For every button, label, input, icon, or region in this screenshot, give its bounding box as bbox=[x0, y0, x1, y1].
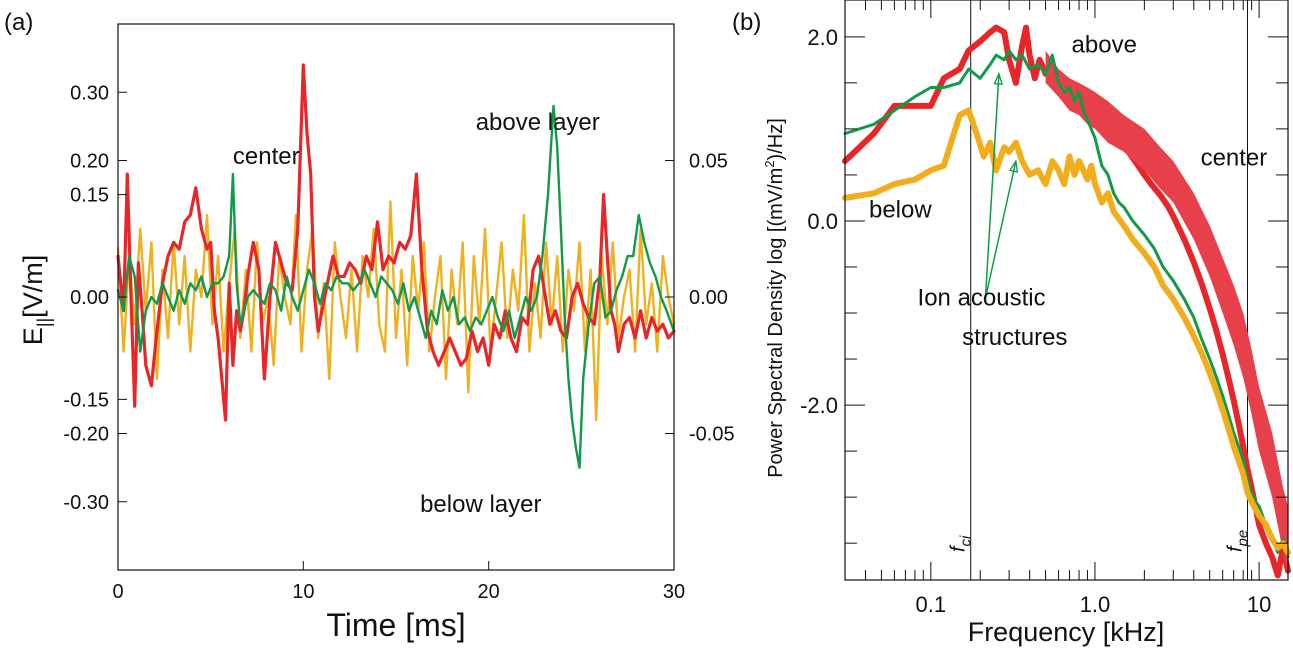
panel-b-x-ticks: 0.1 1.0 10 bbox=[844, 0, 1271, 617]
panel-a-right-y-ticks: 0.05 0.00 -0.05 bbox=[665, 151, 735, 446]
y-tick-label: 0.0 bbox=[807, 209, 838, 234]
y-tick-label: 0.30 bbox=[70, 82, 109, 104]
freq-subscript: ci bbox=[958, 535, 975, 547]
annotation-label: above bbox=[1072, 31, 1137, 58]
panel-b-frame bbox=[844, 0, 1289, 581]
psd-label-sup: 2 bbox=[762, 160, 777, 167]
right-y-tick-label: -0.05 bbox=[689, 424, 735, 446]
panel-a-annotations: center above layer below layer bbox=[233, 109, 600, 518]
panel-b-annotations: above center below Ion acoustic structures bbox=[869, 31, 1267, 351]
y-tick-label: 0.20 bbox=[70, 151, 109, 173]
panel-b-y-axis-label: Power Spectral Density log [(mV/m2)/Hz] bbox=[762, 118, 787, 478]
panel-a-y-axis-label: E||[V/m] bbox=[18, 255, 54, 345]
panel-b-y-ticks: 2.0 0.0 -2.0 bbox=[800, 25, 1288, 544]
y-label-main: E bbox=[18, 327, 48, 345]
vertical-line-label: fpe bbox=[1225, 530, 1252, 552]
panel-a-x-ticks: 0 10 20 30 bbox=[112, 561, 685, 603]
annotation-arrowhead bbox=[993, 71, 1003, 85]
svg-text:E||[V/m]: E||[V/m] bbox=[18, 255, 54, 345]
annotation-label: center bbox=[233, 143, 300, 170]
y-tick-label: -2.0 bbox=[800, 393, 838, 418]
panel-b-x-axis-label: Frequency [kHz] bbox=[968, 617, 1165, 647]
freq-symbol: f bbox=[1225, 544, 1247, 552]
vertical-line-label: fci bbox=[948, 535, 975, 552]
svg-text:fpe: fpe bbox=[1225, 530, 1252, 552]
y-tick-label: -0.20 bbox=[63, 424, 109, 446]
annotation-arrow bbox=[984, 160, 1017, 299]
right-y-tick-label: 0.05 bbox=[689, 151, 728, 173]
freq-symbol: f bbox=[948, 544, 970, 552]
panel-a-x-axis-label: Time [ms] bbox=[326, 607, 465, 643]
psd-label-main: Power Spectral Density log [(mV/m bbox=[765, 168, 787, 478]
x-tick-label: 30 bbox=[663, 581, 685, 603]
panel-a-label: (a) bbox=[4, 9, 33, 36]
x-tick-label: 0.1 bbox=[916, 592, 947, 617]
panel-a-y-ticks: 0.30 0.20 0.15 0.00 -0.15 -0.20 -0.30 bbox=[63, 82, 127, 514]
x-tick-label: 1.0 bbox=[1080, 592, 1111, 617]
annotation-label: Ion acoustic bbox=[918, 285, 1046, 312]
panel-b-band-red_band bbox=[1045, 50, 1288, 576]
x-tick-label: 0 bbox=[112, 581, 123, 603]
y-tick-label: -0.15 bbox=[63, 389, 109, 411]
panel-a-chart: (a) 0 10 20 30 0.30 0.20 0.15 0.00 -0.15 -0.20 -0… bbox=[4, 9, 735, 643]
x-tick-label: 10 bbox=[292, 581, 314, 603]
panel-b-series-green bbox=[843, 49, 1290, 559]
y-label-unit: [V/m] bbox=[18, 255, 48, 318]
freq-subscript: pe bbox=[1235, 530, 1252, 548]
annotation-label: structures bbox=[962, 324, 1067, 351]
y-label-sub: || bbox=[34, 318, 54, 327]
panel-b-label: (b) bbox=[732, 9, 761, 36]
panel-b-series bbox=[842, 24, 1291, 579]
annotation-arrow bbox=[984, 73, 1000, 299]
x-tick-label: 20 bbox=[478, 581, 500, 603]
y-tick-label: 2.0 bbox=[807, 25, 838, 50]
annotation-label: below layer bbox=[420, 491, 541, 518]
svg-text:Power Spectral Density log [(: Power Spectral Density log [(mV/m2)/Hz] bbox=[762, 118, 787, 478]
annotation-label: below bbox=[869, 196, 932, 223]
panel-a-series-green bbox=[116, 104, 676, 469]
panel-b-series-orange_thick bbox=[842, 107, 1291, 556]
svg-text:fci: fci bbox=[948, 535, 975, 552]
right-y-tick-label: 0.00 bbox=[689, 287, 728, 309]
y-tick-label: 0.15 bbox=[70, 185, 109, 207]
y-tick-label: -0.30 bbox=[63, 492, 109, 514]
x-tick-label: 10 bbox=[1247, 592, 1271, 617]
panel-a-series-red bbox=[116, 63, 676, 422]
psd-label-end: )/Hz] bbox=[765, 118, 787, 160]
annotation-label: center bbox=[1201, 145, 1268, 172]
annotation-arrowhead bbox=[1008, 159, 1019, 173]
y-tick-label: 0.00 bbox=[70, 287, 109, 309]
panel-a-series bbox=[116, 63, 676, 469]
annotation-label: above layer bbox=[476, 109, 600, 136]
